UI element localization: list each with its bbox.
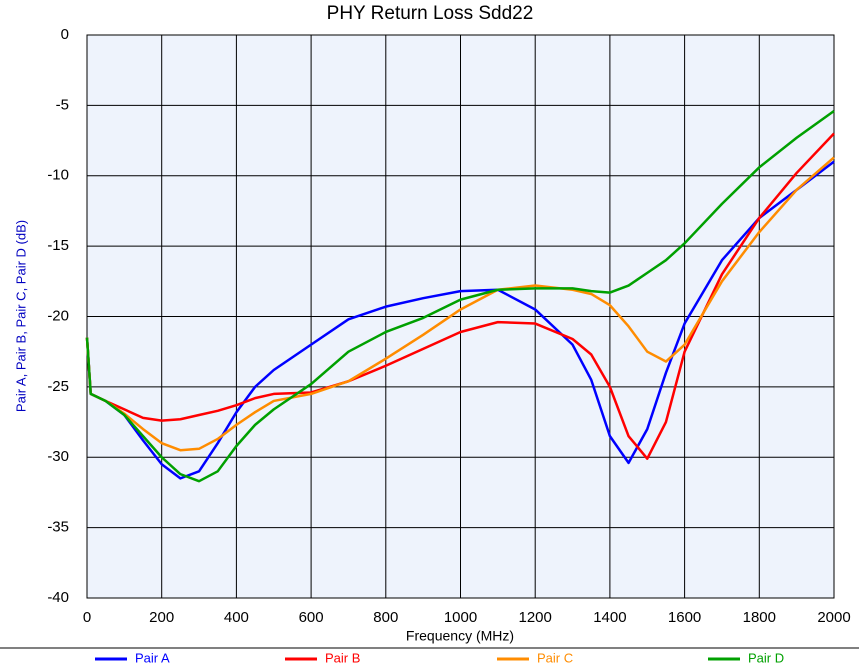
y-tick-label: -40: [47, 589, 69, 606]
x-tick-label: 2000: [817, 609, 850, 626]
legend-label: Pair A: [135, 650, 170, 665]
x-tick-label: 1200: [519, 609, 552, 626]
y-tick-label: -20: [47, 307, 69, 324]
y-tick-label: -35: [47, 519, 69, 536]
y-tick-label: -5: [56, 96, 69, 113]
x-tick-label: 400: [224, 609, 249, 626]
x-tick-label: 1400: [593, 609, 626, 626]
y-tick-label: -10: [47, 167, 69, 184]
legend-label: Pair B: [325, 650, 360, 665]
plot-border: [86, 34, 835, 599]
x-tick-label: 0: [83, 609, 91, 626]
legend-label: Pair C: [537, 650, 573, 665]
x-tick-label: 1000: [444, 609, 477, 626]
series-line: [85, 156, 835, 452]
x-tick-label: 1600: [668, 609, 701, 626]
x-tick-label: 600: [299, 609, 324, 626]
series-line: [85, 109, 835, 483]
chart-title: PHY Return Loss Sdd22: [327, 3, 534, 24]
series-line: [85, 160, 835, 480]
legend-label: Pair D: [748, 650, 784, 665]
x-tick-label: 1800: [743, 609, 776, 626]
y-tick-label: -25: [47, 378, 69, 395]
x-axis-label: Frequency (MHz): [406, 628, 514, 644]
y-tick-label: 0: [61, 26, 69, 43]
x-tick-label: 200: [149, 609, 174, 626]
series-line: [85, 132, 835, 460]
y-axis-label: Pair A, Pair B, Pair C, Pair D (dB): [13, 220, 28, 412]
y-tick-label: -30: [47, 448, 69, 465]
y-tick-label: -15: [47, 237, 69, 254]
x-tick-label: 800: [373, 609, 398, 626]
